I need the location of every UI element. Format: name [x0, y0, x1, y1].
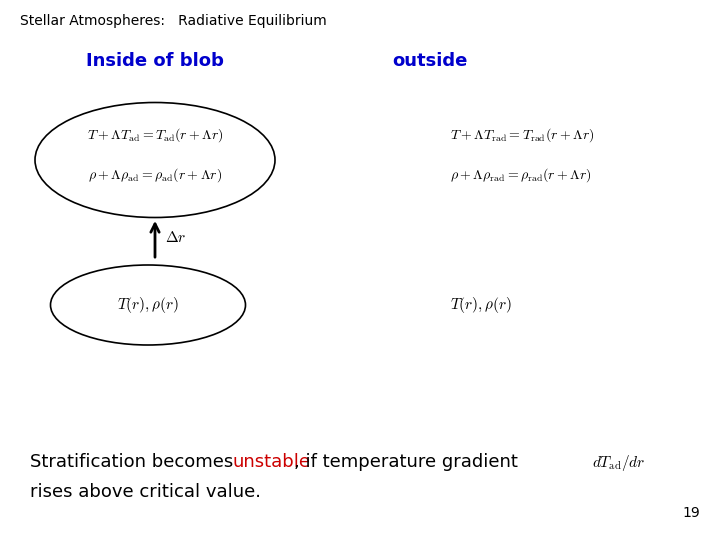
- Text: $T + \Lambda T_{\mathrm{ad}} = T_{\mathrm{ad}}(r + \Lambda r)$: $T + \Lambda T_{\mathrm{ad}} = T_{\mathr…: [86, 126, 223, 144]
- Text: $dT_{\mathrm{ad}}/dr$: $dT_{\mathrm{ad}}/dr$: [592, 453, 645, 473]
- Text: Stratification becomes: Stratification becomes: [30, 453, 239, 471]
- Text: $\rho + \Lambda\rho_{\mathrm{rad}} = \rho_{\mathrm{rad}}(r + \Lambda r)$: $\rho + \Lambda\rho_{\mathrm{rad}} = \rh…: [450, 166, 592, 184]
- Text: $T + \Lambda T_{\mathrm{rad}} = T_{\mathrm{rad}}(r + \Lambda r)$: $T + \Lambda T_{\mathrm{rad}} = T_{\math…: [450, 126, 595, 144]
- Text: Stellar Atmospheres:   Radiative Equilibrium: Stellar Atmospheres: Radiative Equilibri…: [20, 14, 327, 28]
- Text: outside: outside: [392, 52, 468, 70]
- Text: , if temperature gradient: , if temperature gradient: [294, 453, 518, 471]
- Text: unstable: unstable: [232, 453, 310, 471]
- Text: rises above critical value.: rises above critical value.: [30, 483, 261, 501]
- Text: $\rho + \Lambda\rho_{\mathrm{ad}} = \rho_{\mathrm{ad}}(r + \Lambda r)$: $\rho + \Lambda\rho_{\mathrm{ad}} = \rho…: [88, 166, 222, 184]
- Text: $T(r), \rho(r)$: $T(r), \rho(r)$: [117, 295, 179, 315]
- Text: 19: 19: [683, 506, 700, 520]
- Text: Inside of blob: Inside of blob: [86, 52, 224, 70]
- Text: $\Delta r$: $\Delta r$: [165, 231, 186, 246]
- Text: $T(r), \rho(r)$: $T(r), \rho(r)$: [450, 295, 512, 315]
